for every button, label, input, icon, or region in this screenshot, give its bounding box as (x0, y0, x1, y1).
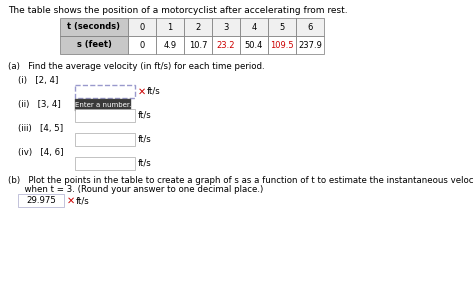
Text: (iv)   [4, 6]: (iv) [4, 6] (18, 148, 64, 157)
Text: (iii)   [4, 5]: (iii) [4, 5] (18, 124, 63, 133)
FancyBboxPatch shape (212, 18, 240, 36)
FancyBboxPatch shape (240, 18, 268, 36)
Text: 5: 5 (279, 22, 284, 32)
FancyBboxPatch shape (128, 36, 156, 54)
FancyBboxPatch shape (296, 36, 324, 54)
FancyBboxPatch shape (156, 18, 184, 36)
FancyBboxPatch shape (268, 36, 296, 54)
Text: ft/s: ft/s (138, 135, 152, 144)
FancyBboxPatch shape (156, 36, 184, 54)
Text: (i)   [2, 4]: (i) [2, 4] (18, 76, 58, 85)
Text: 50.4: 50.4 (245, 41, 263, 49)
FancyBboxPatch shape (60, 36, 128, 54)
Text: 4.9: 4.9 (164, 41, 176, 49)
Text: Enter a number.: Enter a number. (75, 102, 131, 108)
FancyBboxPatch shape (75, 157, 135, 170)
FancyBboxPatch shape (128, 18, 156, 36)
FancyBboxPatch shape (268, 18, 296, 36)
FancyBboxPatch shape (60, 18, 128, 36)
Text: when t = 3. (Round your answer to one decimal place.): when t = 3. (Round your answer to one de… (8, 185, 263, 194)
FancyBboxPatch shape (75, 85, 135, 98)
Text: ✕: ✕ (67, 195, 75, 206)
FancyBboxPatch shape (212, 36, 240, 54)
Text: ✕: ✕ (138, 87, 146, 97)
Text: 4: 4 (251, 22, 256, 32)
Text: 237.9: 237.9 (298, 41, 322, 49)
Text: ft/s: ft/s (138, 111, 152, 120)
Text: (b)   Plot the points in the table to create a graph of s as a function of t to : (b) Plot the points in the table to crea… (8, 176, 474, 185)
FancyBboxPatch shape (18, 194, 64, 207)
Text: 109.5: 109.5 (270, 41, 294, 49)
Text: t (seconds): t (seconds) (67, 22, 120, 32)
FancyBboxPatch shape (184, 36, 212, 54)
Text: (ii)   [3, 4]: (ii) [3, 4] (18, 100, 61, 109)
Text: 1: 1 (167, 22, 173, 32)
Text: (a)   Find the average velocity (in ft/s) for each time period.: (a) Find the average velocity (in ft/s) … (8, 62, 264, 71)
FancyBboxPatch shape (75, 133, 135, 146)
Text: ft/s: ft/s (147, 87, 161, 96)
FancyBboxPatch shape (75, 99, 131, 111)
Text: s (feet): s (feet) (77, 41, 111, 49)
Text: 23.2: 23.2 (217, 41, 235, 49)
Text: ft/s: ft/s (76, 196, 90, 205)
Text: 10.7: 10.7 (189, 41, 207, 49)
Text: 0: 0 (139, 22, 145, 32)
FancyBboxPatch shape (240, 36, 268, 54)
FancyBboxPatch shape (296, 18, 324, 36)
Text: 0: 0 (139, 41, 145, 49)
FancyBboxPatch shape (184, 18, 212, 36)
Text: ft/s: ft/s (138, 159, 152, 168)
FancyBboxPatch shape (75, 109, 135, 122)
Text: 3: 3 (223, 22, 228, 32)
Text: The table shows the position of a motorcyclist after accelerating from rest.: The table shows the position of a motorc… (8, 6, 347, 15)
Text: 2: 2 (195, 22, 201, 32)
Text: 6: 6 (307, 22, 313, 32)
Text: 29.975: 29.975 (26, 196, 56, 205)
